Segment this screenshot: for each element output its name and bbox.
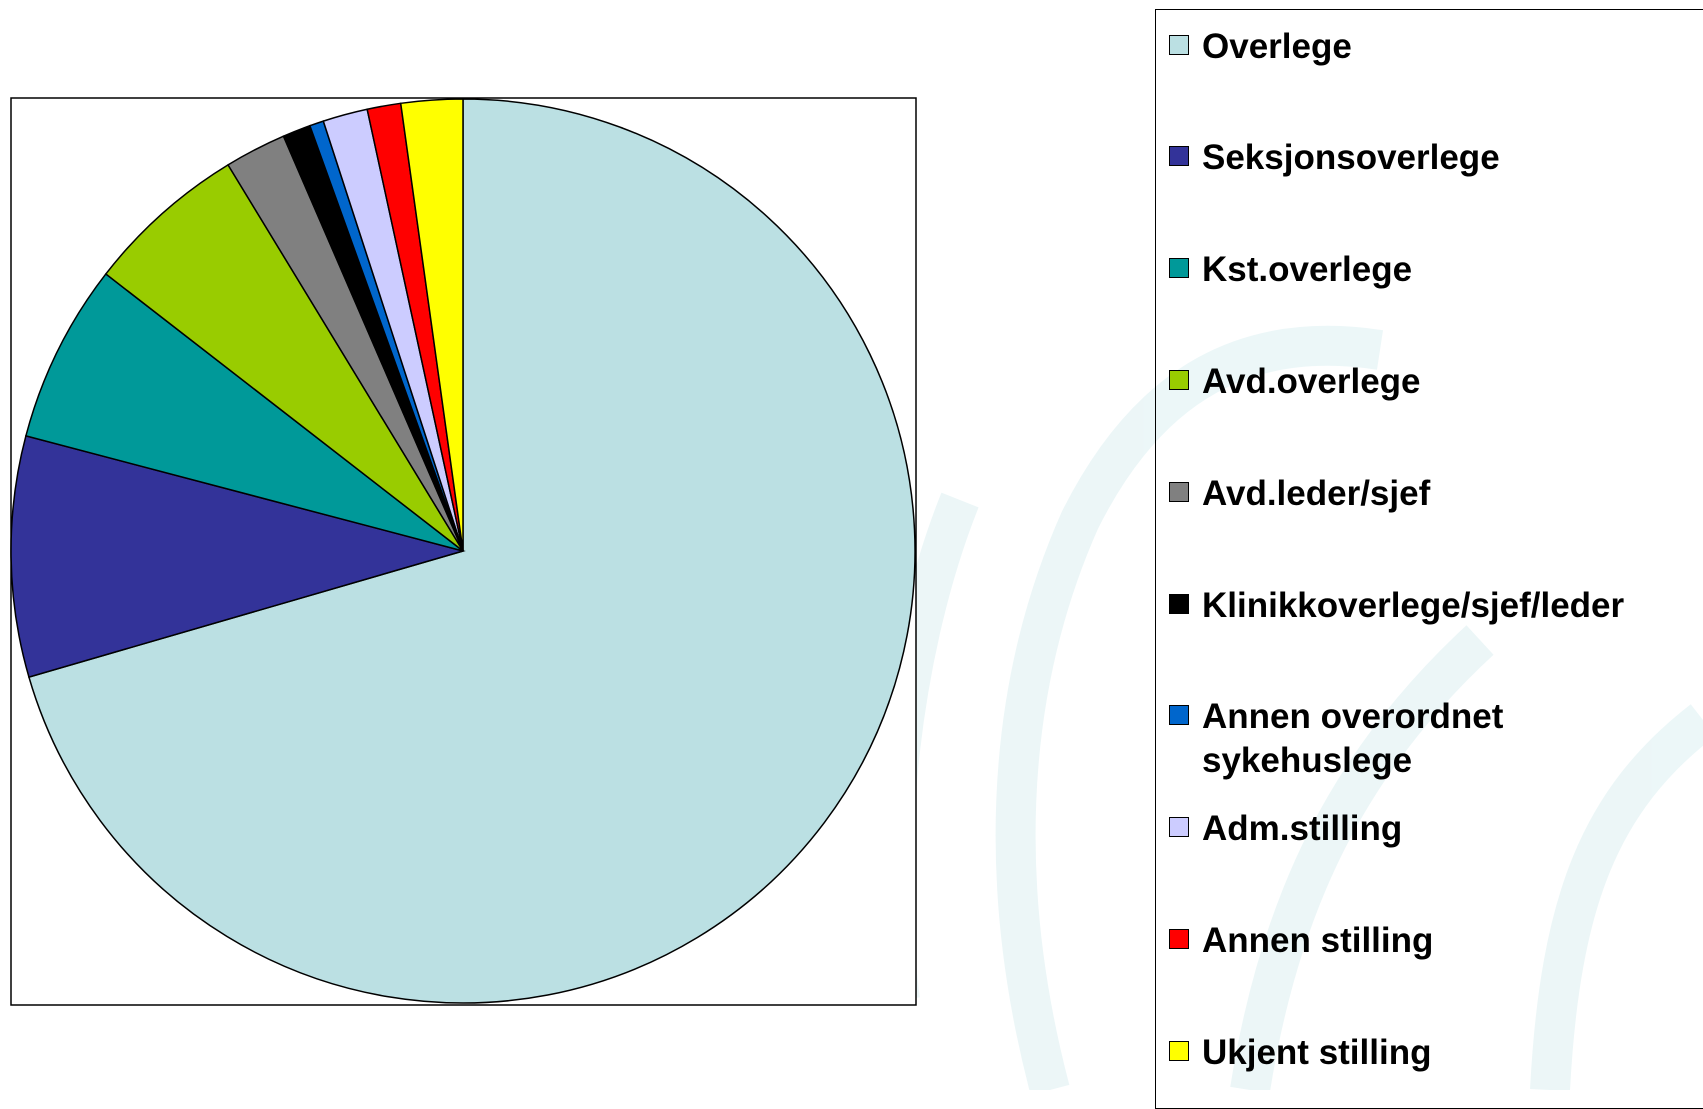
legend-swatch [1169, 370, 1189, 390]
legend-label: Annen overordnet sykehuslege [1202, 695, 1682, 783]
legend-swatch [1169, 258, 1189, 278]
legend-label: Overlege [1202, 25, 1352, 69]
legend-swatch [1169, 929, 1189, 949]
legend-swatch [1169, 146, 1189, 166]
legend-swatch [1169, 35, 1189, 55]
legend-item: Annen overordnet sykehuslege [1169, 695, 1682, 783]
legend-label: Ukjent stilling [1202, 1031, 1431, 1075]
legend-item: Avd.leder/sjef [1169, 472, 1430, 516]
legend-swatch [1169, 817, 1189, 837]
legend-label: Annen stilling [1202, 919, 1433, 963]
legend-label: Klinikkoverlege/sjef/leder [1202, 584, 1624, 628]
legend-item: Seksjonsoverlege [1169, 136, 1500, 180]
legend: Overlege Seksjonsoverlege Kst.overlege Avd.… [1155, 9, 1703, 1109]
legend-swatch [1169, 594, 1189, 614]
legend-swatch [1169, 482, 1189, 502]
legend-label: Avd.leder/sjef [1202, 472, 1430, 516]
legend-item: Annen stilling [1169, 919, 1433, 963]
legend-label: Seksjonsoverlege [1202, 136, 1500, 180]
legend-item: Adm.stilling [1169, 807, 1402, 851]
legend-item: Avd.overlege [1169, 360, 1421, 404]
page: Overlege Seksjonsoverlege Kst.overlege Avd.… [0, 0, 1703, 1090]
legend-label: Kst.overlege [1202, 248, 1412, 292]
pie [11, 99, 915, 1003]
legend-swatch [1169, 1041, 1189, 1061]
legend-swatch [1169, 705, 1189, 725]
legend-label: Avd.overlege [1202, 360, 1421, 404]
legend-item: Ukjent stilling [1169, 1031, 1431, 1075]
legend-item: Kst.overlege [1169, 248, 1412, 292]
legend-label: Adm.stilling [1202, 807, 1402, 851]
legend-item: Klinikkoverlege/sjef/leder [1169, 584, 1624, 628]
legend-item: Overlege [1169, 25, 1352, 69]
